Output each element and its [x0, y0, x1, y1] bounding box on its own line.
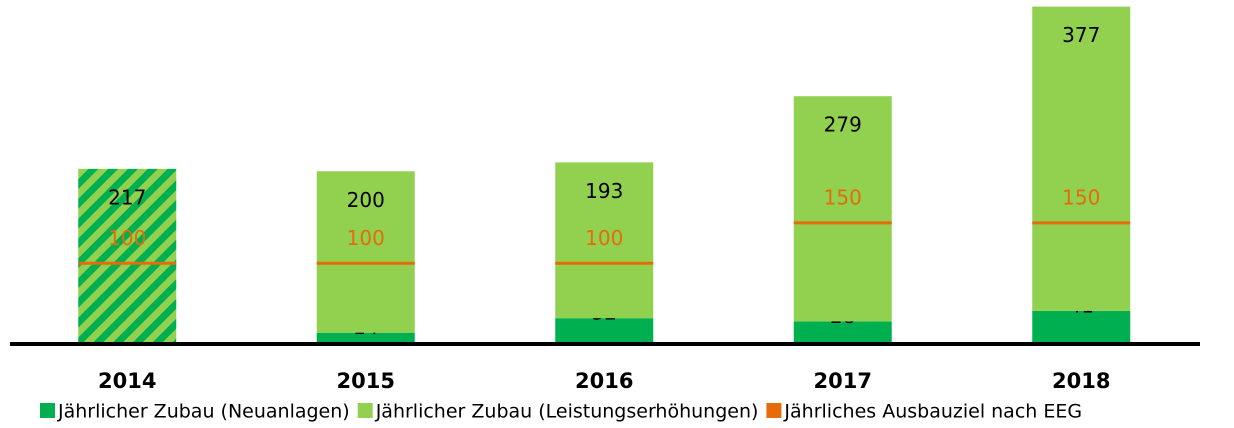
- x-tick-label: 2014: [98, 369, 156, 393]
- legend-label: Jährliches Ausbauziel nach EEG: [783, 401, 1082, 423]
- target-label: 150: [1062, 185, 1100, 209]
- target-label: 100: [585, 226, 623, 250]
- bar-segment: [316, 332, 415, 344]
- x-tick-label: 2016: [575, 369, 633, 393]
- x-tick-label: 2018: [1052, 369, 1110, 393]
- value-label: 217: [108, 185, 146, 209]
- x-tick-label: 2015: [337, 369, 395, 393]
- target-label: 100: [347, 226, 385, 250]
- value-label: 279: [824, 113, 862, 137]
- x-tick-label: 2017: [814, 369, 872, 393]
- bar-segment: [78, 168, 177, 344]
- legend-label: Jährlicher Zubau (Neuanlagen): [57, 401, 350, 423]
- legend-swatch: [40, 403, 55, 418]
- bar-segment: [1032, 6, 1131, 311]
- legend-label: Jährlicher Zubau (Leistungserhöhungen): [375, 401, 759, 423]
- legend-swatch: [766, 403, 782, 418]
- value-label: 193: [585, 179, 623, 203]
- value-label: 200: [347, 188, 385, 212]
- bar-segment: [316, 171, 415, 333]
- value-label: 377: [1062, 23, 1100, 47]
- target-label: 100: [108, 226, 146, 250]
- legend-swatch: [357, 403, 373, 418]
- target-label: 150: [824, 185, 862, 209]
- bar-segment: [555, 318, 654, 344]
- bar-segment: [1032, 310, 1131, 344]
- bar-segment: [793, 321, 892, 344]
- bar-segment: [793, 96, 892, 322]
- bar-segment: [555, 162, 654, 319]
